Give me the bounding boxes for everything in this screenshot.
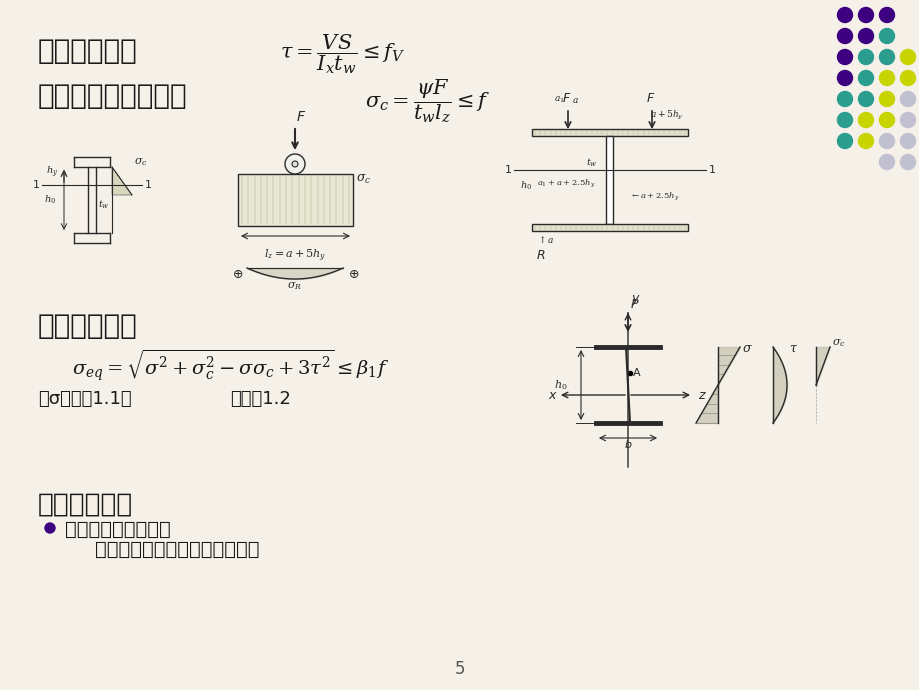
Text: 1: 1 — [144, 180, 152, 190]
Text: $\sigma_c$: $\sigma_c$ — [356, 173, 371, 186]
Text: $\sigma_c$: $\sigma_c$ — [134, 156, 148, 168]
Circle shape — [836, 112, 852, 128]
Text: 五、梁的刚度: 五、梁的刚度 — [38, 492, 133, 518]
Circle shape — [879, 8, 893, 23]
Circle shape — [900, 112, 914, 128]
Circle shape — [879, 50, 893, 64]
Circle shape — [857, 112, 872, 128]
Text: 异号取1.2: 异号取1.2 — [230, 390, 290, 408]
Text: $\sigma_R$: $\sigma_R$ — [287, 280, 302, 292]
Circle shape — [45, 523, 55, 533]
Circle shape — [857, 50, 872, 64]
Circle shape — [836, 8, 852, 23]
Circle shape — [857, 8, 872, 23]
Circle shape — [857, 133, 872, 148]
Text: $t_w$: $t_w$ — [586, 156, 597, 168]
Text: $\uparrow a$: $\uparrow a$ — [537, 234, 554, 245]
Circle shape — [900, 155, 914, 170]
Text: z: z — [698, 388, 704, 402]
Text: $\sigma_c = \dfrac{\psi F}{t_w l_z} \leq f$: $\sigma_c = \dfrac{\psi F}{t_w l_z} \leq… — [365, 77, 490, 125]
Circle shape — [285, 154, 305, 174]
Circle shape — [291, 161, 298, 167]
Circle shape — [879, 28, 893, 43]
Text: $t_w$: $t_w$ — [98, 199, 109, 211]
Circle shape — [836, 133, 852, 148]
Text: 1: 1 — [504, 165, 511, 175]
Text: F: F — [646, 92, 652, 105]
Text: R: R — [537, 249, 545, 262]
Text: A: A — [632, 368, 640, 378]
Text: 三、腹板局部压应力: 三、腹板局部压应力 — [38, 82, 187, 110]
Text: $\leftarrow a+2.5h_y$: $\leftarrow a+2.5h_y$ — [630, 190, 679, 202]
Circle shape — [836, 50, 852, 64]
Text: $\tau = \dfrac{VS}{I_x t_w} \leq f_V$: $\tau = \dfrac{VS}{I_x t_w} \leq f_V$ — [279, 32, 404, 76]
Bar — [531, 129, 687, 136]
Circle shape — [879, 133, 893, 148]
Text: $\sigma$: $\sigma$ — [742, 342, 752, 355]
Text: P: P — [630, 298, 638, 311]
Text: 1: 1 — [708, 165, 715, 175]
Text: $\oplus$: $\oplus$ — [232, 268, 243, 281]
Text: $\oplus$: $\oplus$ — [347, 268, 359, 281]
Circle shape — [900, 92, 914, 106]
Circle shape — [879, 92, 893, 106]
Text: x: x — [548, 388, 555, 402]
Text: 规定的限制（为变形量的限制）: 规定的限制（为变形量的限制） — [95, 540, 259, 559]
Text: y: y — [630, 292, 638, 305]
Text: $\sigma_{eq} = \sqrt{\sigma^2 + \sigma_c^2 - \sigma\sigma_c + 3\tau^2} \leq \bet: $\sigma_{eq} = \sqrt{\sigma^2 + \sigma_c… — [72, 348, 389, 384]
Circle shape — [879, 112, 893, 128]
Text: 5: 5 — [454, 660, 465, 678]
Text: $a_1$: $a_1$ — [553, 95, 564, 105]
Text: $h_0$: $h_0$ — [553, 378, 567, 392]
Circle shape — [900, 133, 914, 148]
Text: $h_0$: $h_0$ — [519, 179, 531, 192]
Circle shape — [857, 92, 872, 106]
Text: $a_1+a+2.5h_y$: $a_1+a+2.5h_y$ — [537, 177, 595, 189]
Circle shape — [836, 70, 852, 86]
Text: F: F — [562, 92, 569, 105]
Text: $a+5h_y$: $a+5h_y$ — [650, 108, 683, 121]
Circle shape — [900, 70, 914, 86]
Bar — [238, 174, 353, 226]
Text: $h_0$: $h_0$ — [44, 194, 56, 206]
Text: $a$: $a$ — [572, 96, 578, 105]
Text: $h_y$: $h_y$ — [46, 164, 58, 179]
Circle shape — [879, 70, 893, 86]
Circle shape — [900, 50, 914, 64]
Bar — [531, 224, 687, 231]
Text: 四、折算应力: 四、折算应力 — [38, 312, 138, 340]
Polygon shape — [112, 167, 131, 195]
Text: 1: 1 — [32, 180, 40, 190]
Text: 控制梁的挠跨比小于: 控制梁的挠跨比小于 — [65, 520, 171, 539]
Text: 二、抗剪强度: 二、抗剪强度 — [38, 37, 138, 65]
Circle shape — [879, 155, 893, 170]
Circle shape — [857, 28, 872, 43]
Text: $\sigma_c$: $\sigma_c$ — [831, 337, 845, 349]
Circle shape — [836, 92, 852, 106]
Circle shape — [836, 28, 852, 43]
Text: F: F — [297, 110, 305, 124]
Text: $\tau$: $\tau$ — [789, 342, 797, 355]
Circle shape — [857, 70, 872, 86]
Text: 两σ同号取1.1，: 两σ同号取1.1， — [38, 390, 131, 408]
Text: $l_z = a + 5h_y$: $l_z = a + 5h_y$ — [264, 248, 326, 264]
Bar — [606, 136, 613, 224]
Text: b: b — [624, 440, 630, 450]
